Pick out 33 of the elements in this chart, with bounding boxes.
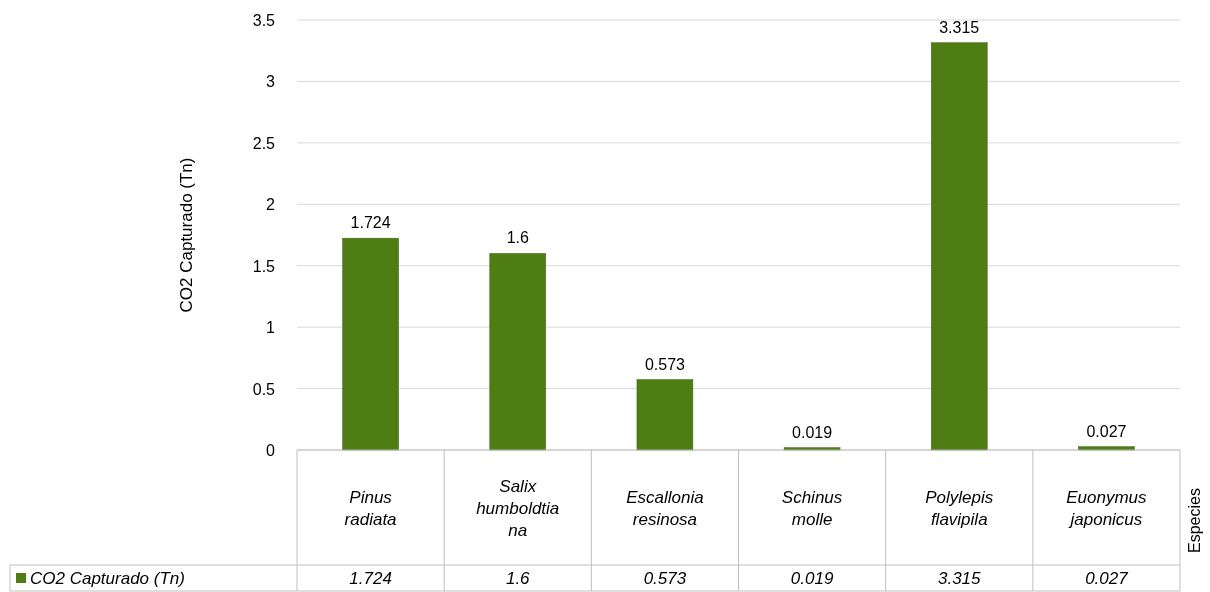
data-label: 3.315 — [937, 569, 982, 588]
legend-label: CO2 Capturado (Tn) — [30, 569, 185, 588]
bar — [489, 253, 546, 451]
x-tick-label: Salix humboldtiana — [476, 476, 560, 540]
text: 0.027 — [1086, 422, 1127, 440]
x-tick-label: Escallonia resinosa — [626, 487, 704, 529]
y-axis-title: CO2 Capturado (Tn) — [177, 157, 196, 313]
bar — [636, 379, 694, 451]
x-tick-label: Schinus molle — [781, 487, 843, 529]
data-label: 1.724 — [349, 569, 392, 588]
y-tick-label: 3 — [266, 73, 276, 91]
bar — [931, 42, 988, 451]
y-tick-label: 0 — [266, 442, 276, 459]
text: Especies — [1186, 488, 1203, 553]
data-label: 0.027 — [1085, 569, 1129, 588]
text: 1.6 — [506, 229, 529, 247]
data-label: 1.6 — [505, 569, 531, 588]
y-tick-label: 2 — [266, 196, 276, 214]
x-tick-label: Euonymus japonicus — [1066, 487, 1148, 529]
y-tick-label: 2.5 — [252, 134, 276, 152]
text: 0.019 — [792, 423, 833, 441]
x-tick-label: Pinus radiata — [344, 487, 397, 529]
data-label: 0.019 — [790, 569, 834, 588]
y-tick-label: 0.5 — [252, 380, 276, 398]
y-tick-label: 3.5 — [252, 12, 276, 29]
y-tick-label: 1 — [266, 319, 276, 337]
data-label: 0.573 — [643, 569, 687, 588]
text: 1.724 — [350, 214, 391, 232]
text: 0.573 — [644, 355, 685, 373]
bar — [342, 237, 399, 451]
text: 3.315 — [939, 18, 980, 36]
x-tick-label: Polylepis flavipila — [925, 487, 994, 529]
y-tick-label: 1.5 — [252, 257, 276, 275]
